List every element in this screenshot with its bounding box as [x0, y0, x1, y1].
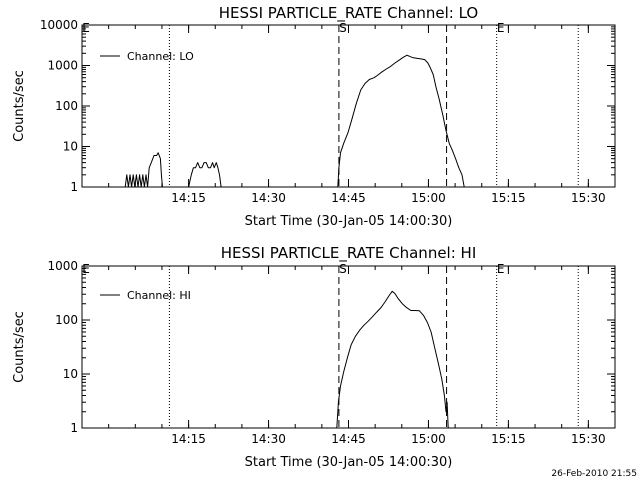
event-marker-label: E: [82, 21, 90, 35]
y-axis-label: Counts/sec: [12, 311, 27, 383]
series-line: [124, 152, 163, 188]
event-marker-label: E: [82, 262, 90, 276]
x-tick-label: 14:30: [251, 432, 286, 446]
event-marker-label: E: [497, 21, 505, 35]
y-tick-label: 10: [63, 367, 78, 381]
chart-panel-hi: HESSI PARTICLE_RATE Channel: HI Start Tim…: [12, 244, 616, 470]
x-tick-label: 14:45: [331, 432, 366, 446]
x-tick-label: 15:30: [571, 191, 606, 205]
y-tick-label: 1: [70, 421, 78, 435]
y-tick-label: 1000: [47, 259, 78, 273]
chart-title: HESSI PARTICLE_RATE Channel: HI: [221, 244, 477, 263]
y-tick-label: 100: [55, 313, 78, 327]
y-tick-label: 100: [55, 99, 78, 113]
y-tick-label: 10000: [40, 18, 78, 32]
series-line: [336, 290, 449, 429]
event-marker-label: E: [497, 262, 505, 276]
x-axis-label: Start Time (30-Jan-05 14:00:30): [245, 214, 453, 229]
chart-panel-lo: HESSI PARTICLE_RATE Channel: LO Start Tim…: [12, 4, 616, 229]
x-tick-label: 14:15: [171, 191, 206, 205]
chart-title: HESSI PARTICLE_RATE Channel: LO: [219, 4, 478, 23]
y-tick-label: 1: [70, 180, 78, 194]
x-axis-label: Start Time (30-Jan-05 14:00:30): [245, 455, 453, 470]
x-tick-label: 14:15: [171, 432, 206, 446]
y-tick-label: 10: [63, 140, 78, 154]
y-tick-label: 1000: [47, 59, 78, 73]
x-tick-label: 15:15: [491, 432, 526, 446]
event-marker-label: S: [339, 21, 347, 35]
x-tick-label: 15:30: [571, 432, 606, 446]
x-tick-label: 14:30: [251, 191, 286, 205]
x-tick-label: 14:45: [331, 191, 366, 205]
legend-label: Channel: LO: [127, 50, 194, 63]
x-tick-label: 15:00: [411, 432, 446, 446]
series-line: [188, 162, 222, 188]
legend-label: Channel: HI: [127, 289, 191, 302]
x-tick-label: 15:15: [491, 191, 526, 205]
x-tick-label: 15:00: [411, 191, 446, 205]
footer-timestamp: 26-Feb-2010 21:55: [551, 469, 637, 479]
event-marker-label: S: [339, 262, 347, 276]
y-axis-label: Counts/sec: [12, 70, 27, 142]
series-line: [337, 54, 465, 188]
